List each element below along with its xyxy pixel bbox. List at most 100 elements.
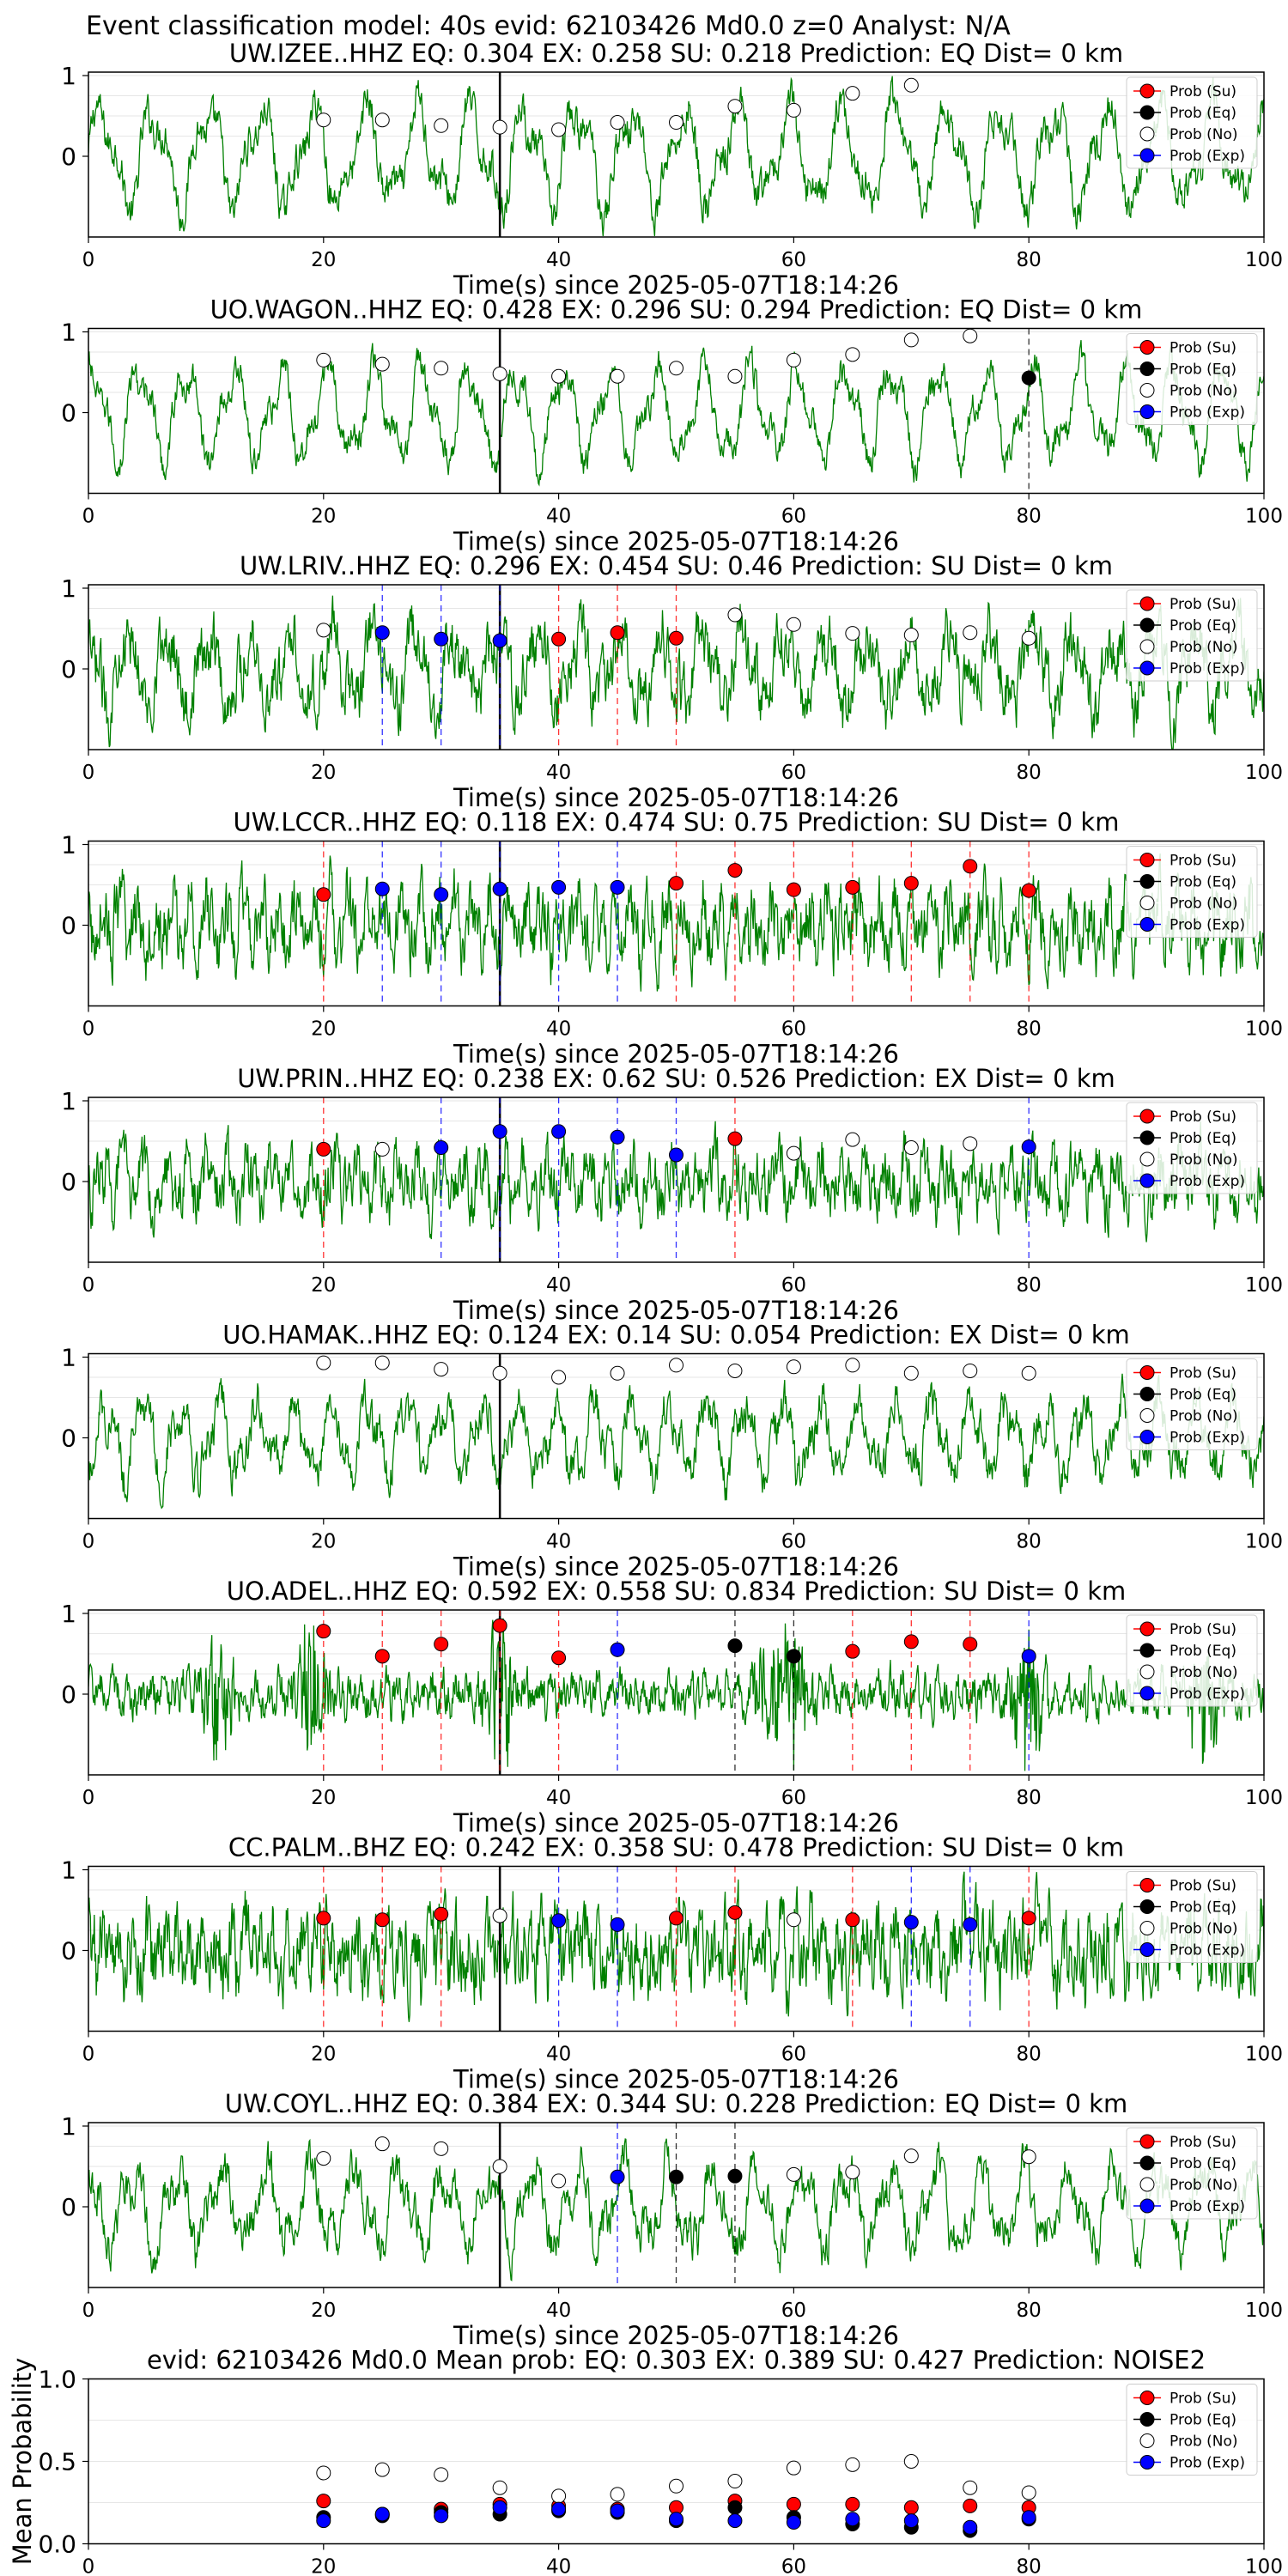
x-tick-label: 40	[546, 1787, 571, 1809]
prob-marker-no	[1021, 1365, 1036, 1381]
legend-marker-no	[1139, 1664, 1155, 1680]
legend-marker-eq	[1139, 874, 1155, 889]
legend-marker-exp	[1139, 2455, 1155, 2470]
prob-marker-no	[551, 368, 567, 384]
mean-point-exp	[316, 2513, 331, 2529]
prob-marker-exp	[903, 1915, 919, 1930]
prob-marker-no	[316, 112, 331, 128]
x-tick-label: 40	[546, 2300, 571, 2322]
legend-label-exp: Prob (Exp)	[1170, 2455, 1245, 2472]
legend-label-eq: Prob (Eq)	[1170, 1899, 1236, 1917]
x-tick-label: 60	[781, 249, 806, 271]
mean-point-exp	[903, 2513, 919, 2529]
prob-marker-no	[963, 625, 978, 641]
prob-marker-su	[610, 625, 625, 641]
prob-marker-no	[374, 356, 390, 372]
legend-marker-su	[1139, 1365, 1155, 1380]
prob-marker-no	[610, 1365, 625, 1381]
prob-marker-exp	[610, 1129, 625, 1145]
prob-marker-no	[727, 368, 743, 384]
x-axis-label: Time(s) since 2025-05-07T18:14:26	[453, 1296, 899, 1325]
x-tick-label: 20	[311, 2044, 336, 2066]
x-axis-label: Time(s) since 2025-05-07T18:14:26	[453, 1552, 899, 1582]
legend-label-exp: Prob (Exp)	[1170, 2198, 1245, 2215]
legend-marker-no	[1139, 896, 1155, 910]
x-tick-label: 20	[311, 1787, 336, 1809]
legend-marker-su	[1139, 1878, 1155, 1893]
legend-marker-no	[1139, 1408, 1155, 1423]
prob-marker-exp	[610, 879, 625, 895]
mean-point-su	[903, 2500, 919, 2515]
panel-6: UO.HAMAK..HHZ EQ: 0.124 EX: 0.14 SU: 0.0…	[61, 1321, 1283, 1582]
x-tick-label: 20	[311, 762, 336, 784]
x-tick-label: 20	[311, 2300, 336, 2322]
x-tick-label: 100	[1245, 762, 1283, 784]
axes-frame	[88, 327, 1265, 495]
prob-marker-exp	[669, 1147, 683, 1163]
prob-marker-no	[903, 332, 919, 348]
legend-box	[1126, 76, 1258, 169]
legend-marker-no	[1139, 639, 1155, 654]
legend-label-eq: Prob (Eq)	[1170, 105, 1236, 122]
legend-label-exp: Prob (Exp)	[1170, 660, 1245, 677]
panel-title: UO.HAMAK..HHZ EQ: 0.124 EX: 0.14 SU: 0.0…	[222, 1321, 1130, 1350]
prob-marker-no	[963, 1136, 978, 1151]
x-tick-label: 100	[1245, 249, 1283, 271]
x-tick-label: 20	[311, 1531, 336, 1553]
y-tick-label: 0	[61, 655, 76, 683]
waveform-trace	[88, 1618, 1264, 1771]
prob-marker-exp	[551, 879, 567, 895]
x-tick-label: 100	[1245, 1018, 1283, 1041]
prob-marker-no	[610, 368, 625, 384]
prob-marker-no	[551, 1370, 567, 1385]
prob-marker-no	[845, 1358, 860, 1373]
x-tick-label: 40	[546, 1274, 571, 1297]
prob-marker-no	[434, 118, 449, 133]
prob-marker-no	[492, 1908, 507, 1923]
x-tick-label: 100	[1245, 2044, 1283, 2066]
legend-marker-su	[1139, 2134, 1155, 2149]
mean-point-exp	[727, 2513, 743, 2529]
prob-marker-exp	[551, 1913, 567, 1929]
panel-2: UO.WAGON..HHZ EQ: 0.428 EX: 0.296 SU: 0.…	[61, 295, 1283, 556]
x-tick-label: 20	[311, 249, 336, 271]
y-tick-label: 0	[61, 1680, 76, 1709]
mean-point-exp	[669, 2512, 683, 2527]
legend-marker-eq	[1139, 105, 1155, 120]
prob-marker-exp	[963, 1917, 978, 1932]
prob-marker-su	[1021, 883, 1036, 898]
x-tick-label: 60	[781, 1018, 806, 1041]
legend-marker-eq	[1139, 2155, 1155, 2171]
x-tick-label: 40	[546, 762, 571, 784]
prob-marker-su	[727, 1905, 743, 1920]
prob-marker-su	[903, 876, 919, 891]
x-axis-label: Time(s) since 2025-05-07T18:14:26	[453, 527, 899, 556]
y-tick-label: 0	[61, 143, 76, 171]
legend-label-su: Prob (Su)	[1170, 2391, 1236, 2408]
prob-marker-su	[316, 1911, 331, 1926]
y-tick-label: 1	[61, 1344, 76, 1372]
legend-marker-su	[1139, 1109, 1155, 1124]
prob-marker-su	[316, 1624, 331, 1639]
prob-marker-no	[492, 2159, 507, 2174]
prob-marker-eq	[669, 2169, 683, 2184]
prob-marker-no	[786, 352, 801, 368]
prob-marker-no	[1021, 2149, 1036, 2165]
prob-marker-no	[316, 352, 331, 368]
prob-marker-no	[903, 2148, 919, 2164]
mean-point-exp	[845, 2512, 860, 2527]
x-tick-label: 40	[546, 2556, 571, 2576]
legend-label-eq: Prob (Eq)	[1170, 1387, 1236, 1404]
prob-marker-no	[374, 1355, 390, 1370]
mean-point-no	[374, 2462, 390, 2477]
prob-marker-exp	[1021, 1649, 1036, 1664]
x-tick-label: 80	[1017, 249, 1042, 271]
prob-marker-no	[492, 366, 507, 381]
prob-marker-no	[669, 115, 683, 131]
y-tick-label: 0	[61, 1168, 76, 1196]
y-tick-label: 0.0	[38, 2530, 76, 2559]
prob-marker-su	[845, 1912, 860, 1928]
x-tick-label: 0	[82, 1787, 95, 1809]
prob-marker-su	[845, 879, 860, 895]
